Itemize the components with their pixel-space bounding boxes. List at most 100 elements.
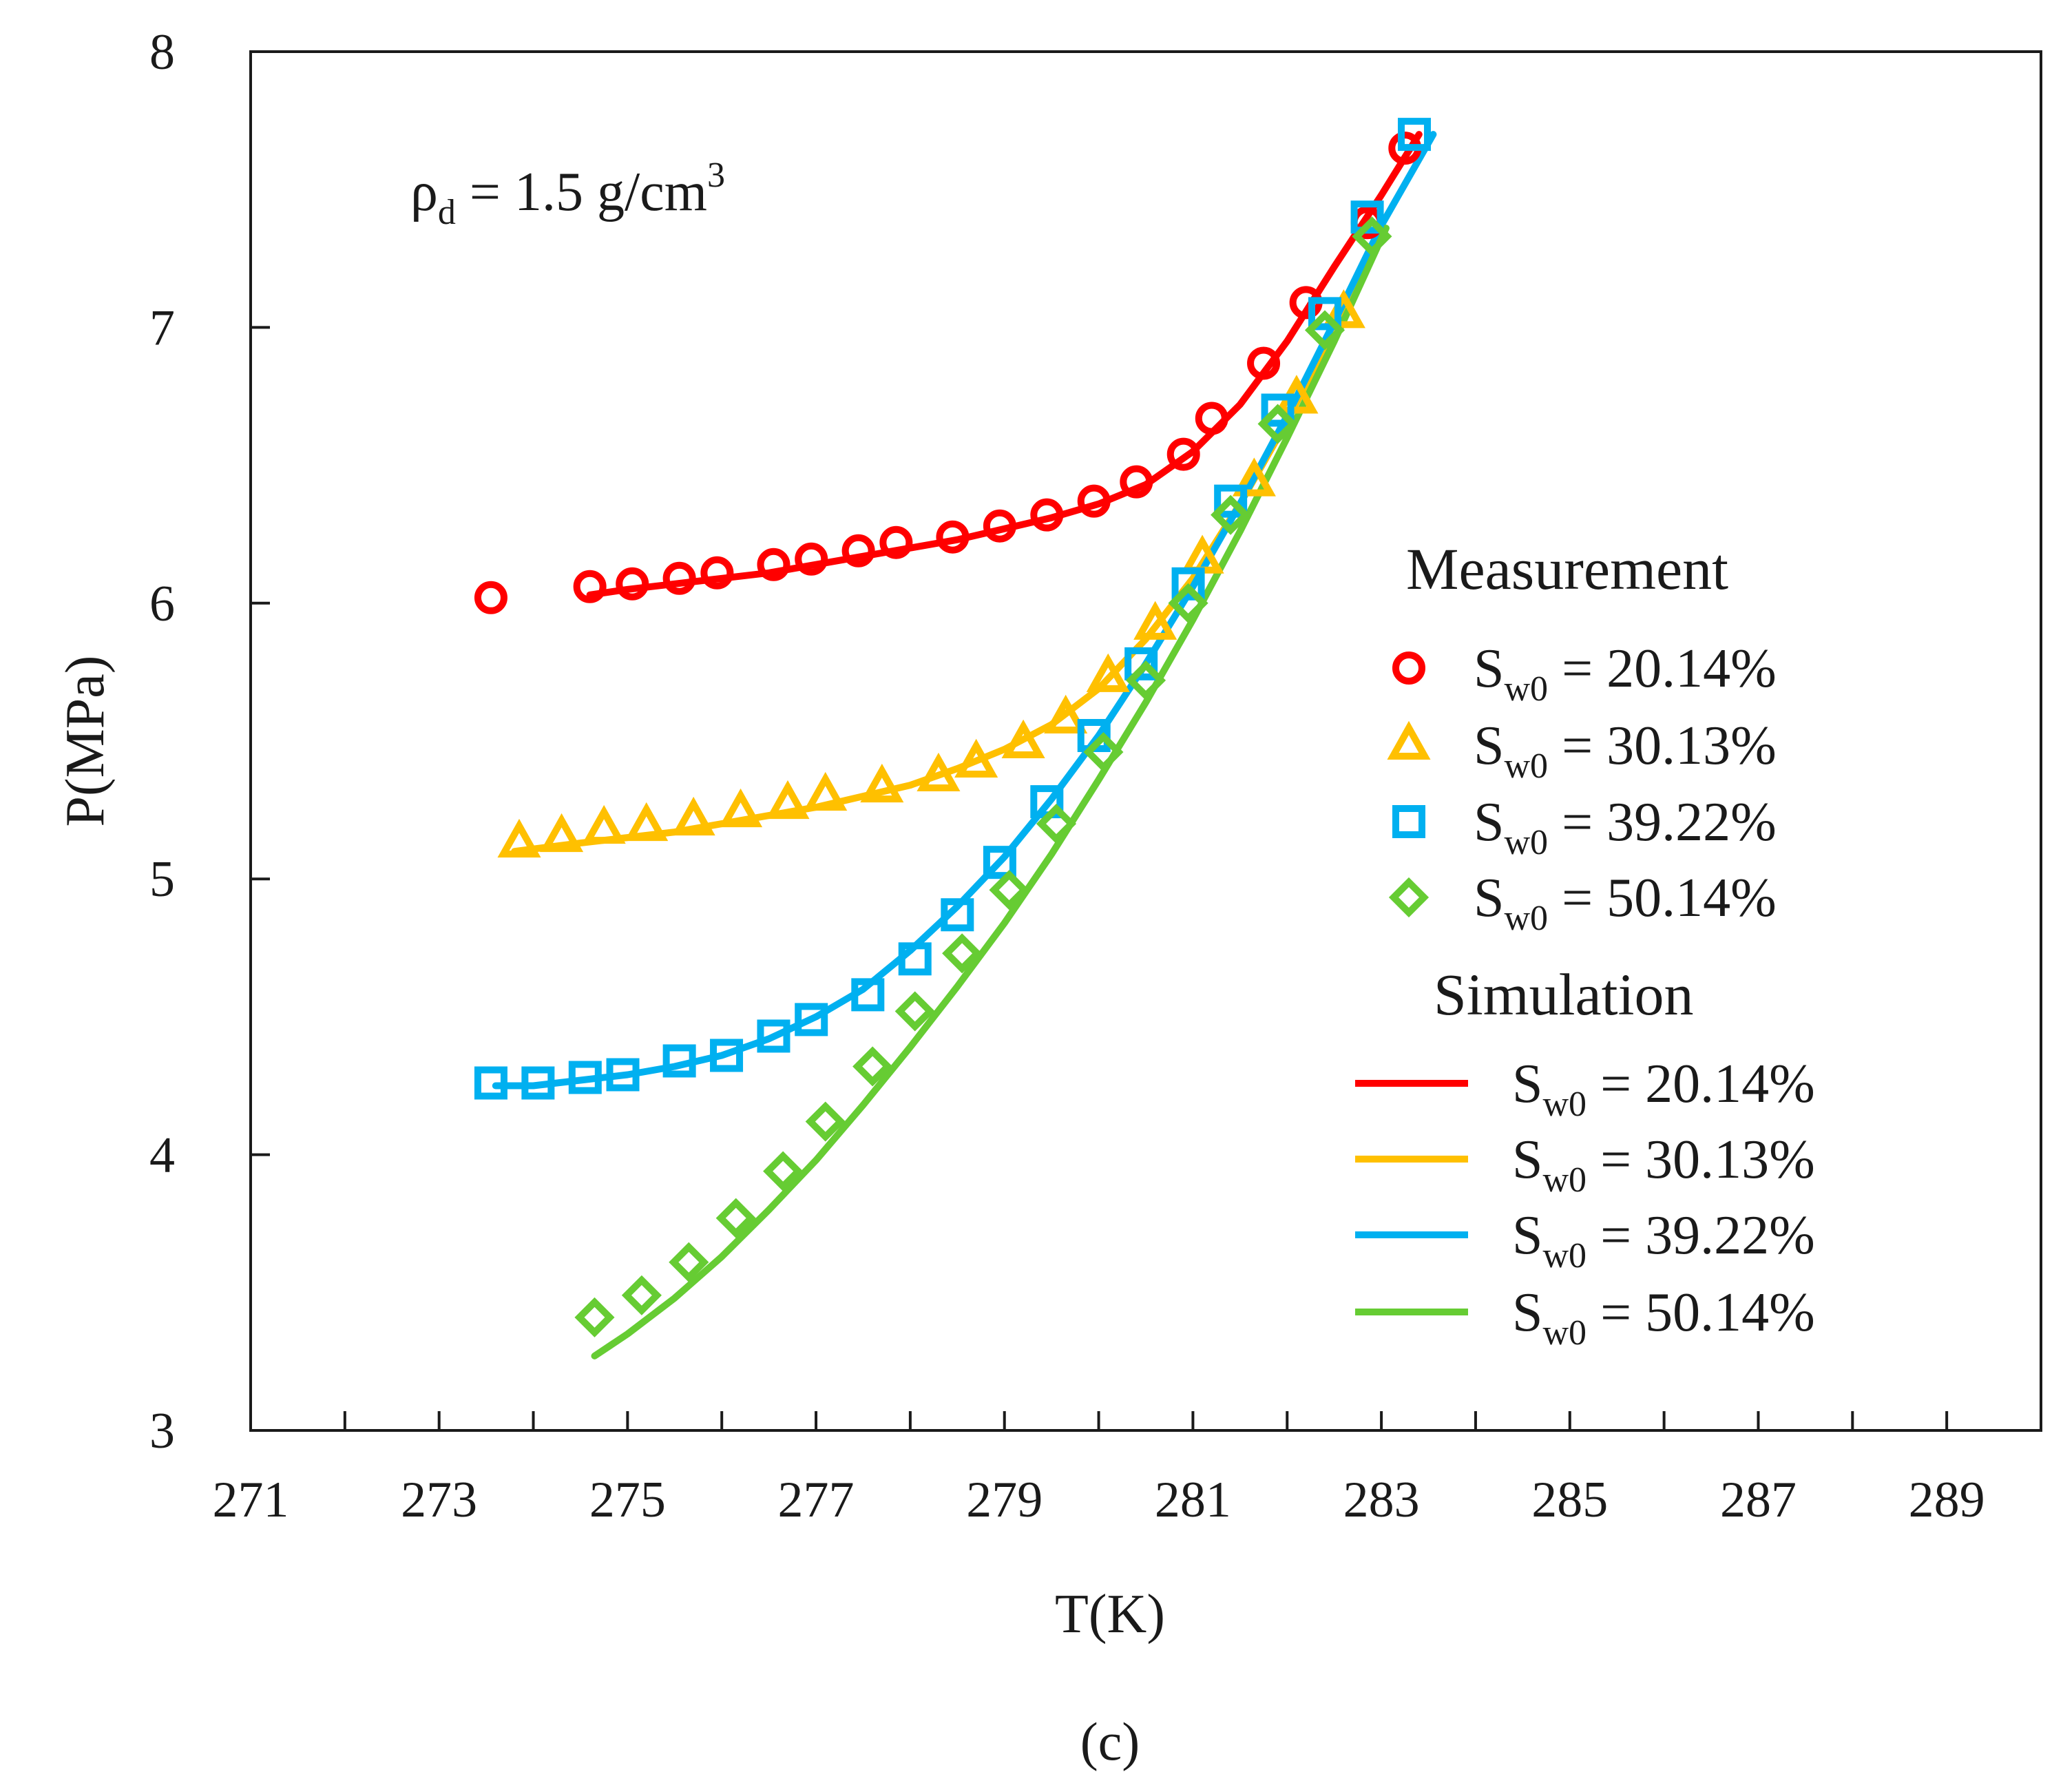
measurement-point-s1-11 bbox=[983, 509, 1016, 543]
measurement-point-s1-7 bbox=[795, 542, 828, 576]
measurement-point-s4-12 bbox=[1083, 731, 1124, 773]
x-tick-label: 279 bbox=[966, 1472, 1043, 1528]
measurement-point-s3-9 bbox=[851, 978, 885, 1012]
y-tick-label: 8 bbox=[149, 24, 175, 81]
density-value: = 1.5 g/cm bbox=[456, 162, 707, 222]
legend-simulation-entry-4: Sw0 = 50.14% bbox=[1512, 1282, 1815, 1353]
measurement-point-s4-4 bbox=[715, 1198, 756, 1238]
measurement-point-s1-9 bbox=[879, 525, 913, 559]
measurement-point-s3-8 bbox=[795, 1003, 828, 1036]
measurement-point-s3-7 bbox=[757, 1019, 790, 1053]
measurement-point-s2-10 bbox=[917, 752, 961, 792]
measurement-point-s3-2 bbox=[521, 1066, 555, 1100]
y-tick-label: 3 bbox=[149, 1403, 175, 1459]
panel-label: (c) bbox=[1080, 1711, 1140, 1771]
measurement-point-s3-21 bbox=[1398, 118, 1431, 152]
x-tick-label: 289 bbox=[1909, 1472, 1985, 1528]
measurement-point-s1-1 bbox=[474, 581, 507, 614]
measurement-point-s4-10 bbox=[989, 870, 1029, 910]
measurement-point-s2-2 bbox=[540, 813, 584, 853]
measurement-point-s3-19 bbox=[1308, 297, 1341, 331]
legend: Measurement Simulation Sw0 = 20.14% Sw0 … bbox=[1355, 536, 1815, 1353]
x-tick-label: 281 bbox=[1155, 1472, 1231, 1528]
measurement-point-s4-16 bbox=[1257, 404, 1298, 444]
y-tick-label: 4 bbox=[149, 1127, 175, 1184]
legend-marker-2 bbox=[1387, 720, 1431, 760]
measurement-point-s4-15 bbox=[1211, 494, 1251, 535]
simulation-line-1 bbox=[586, 131, 1423, 598]
measurement-point-s3-12 bbox=[983, 846, 1016, 879]
measurement-point-s2-14 bbox=[1086, 653, 1130, 692]
measurement-point-s2-11 bbox=[954, 738, 998, 778]
measurement-point-s1-16 bbox=[1195, 402, 1228, 435]
measurement-point-s1-12 bbox=[1030, 498, 1064, 532]
measurement-point-s2-3 bbox=[582, 804, 626, 844]
y-tick-label: 5 bbox=[149, 851, 175, 908]
measurement-point-s1-4 bbox=[662, 561, 696, 595]
x-axis-ticks: 271 273 275 277 279 281 283 285 287 289 bbox=[213, 1411, 1985, 1528]
legend-measurement-entry-2: Sw0 = 30.13% bbox=[1474, 716, 1777, 786]
y-axis-label: P(MPa) bbox=[55, 656, 116, 827]
measurement-point-s1-5 bbox=[700, 556, 734, 590]
measurement-point-s4-13 bbox=[1125, 660, 1166, 700]
legend-line-swatches bbox=[1355, 1080, 1468, 1315]
measurement-point-s2-9 bbox=[860, 763, 904, 803]
y-tick-label: 6 bbox=[149, 576, 175, 632]
measurement-point-s3-3 bbox=[568, 1061, 602, 1094]
legend-measurement-title: Measurement bbox=[1406, 536, 1728, 602]
measurement-point-s2-1 bbox=[497, 818, 541, 858]
measurement-point-s3-5 bbox=[662, 1044, 696, 1078]
measurement-point-s4-7 bbox=[852, 1046, 893, 1087]
legend-marker-1 bbox=[1392, 652, 1425, 685]
legend-simulation-entry-2: Sw0 = 30.13% bbox=[1512, 1129, 1815, 1200]
legend-simulation-entry-1: Sw0 = 20.14% bbox=[1512, 1054, 1815, 1124]
measurement-point-s3-1 bbox=[474, 1066, 507, 1100]
measurement-point-s1-10 bbox=[936, 520, 970, 554]
legend-markers bbox=[1387, 652, 1431, 918]
plot-area-frame bbox=[249, 50, 2042, 1432]
measurement-point-s2-15 bbox=[1133, 601, 1177, 640]
x-tick-label: 277 bbox=[778, 1472, 855, 1528]
measurement-point-s3-10 bbox=[898, 942, 932, 976]
x-tick-label: 273 bbox=[401, 1472, 477, 1528]
simulation-lines bbox=[492, 131, 1437, 1359]
x-tick-label: 285 bbox=[1531, 1472, 1608, 1528]
measurement-point-s4-5 bbox=[763, 1151, 804, 1191]
x-axis-label: T(K) bbox=[1055, 1584, 1165, 1645]
measurement-point-s2-17 bbox=[1232, 457, 1276, 497]
legend-simulation-title: Simulation bbox=[1434, 961, 1693, 1028]
measurement-point-s2-7 bbox=[766, 780, 810, 820]
measurement-point-s4-18 bbox=[1352, 216, 1392, 257]
measurement-point-s1-8 bbox=[841, 534, 875, 567]
y-axis-ticks: 3 4 5 6 7 8 bbox=[149, 24, 270, 1459]
measurement-point-s4-9 bbox=[942, 933, 983, 974]
measurement-point-s1-2 bbox=[573, 570, 607, 603]
density-annotation: ρd = 1.5 g/cm3 bbox=[410, 156, 725, 232]
legend-marker-3 bbox=[1392, 805, 1425, 838]
measurement-point-s1-13 bbox=[1077, 484, 1111, 518]
measurement-point-s2-13 bbox=[1044, 694, 1088, 733]
measurement-point-s4-8 bbox=[894, 991, 935, 1032]
measurement-point-s4-3 bbox=[669, 1242, 709, 1282]
measurement-point-s3-17 bbox=[1214, 484, 1248, 518]
measurement-point-s3-16 bbox=[1171, 567, 1205, 601]
y-tick-label: 7 bbox=[149, 300, 175, 356]
measurement-point-s2-6 bbox=[719, 788, 763, 828]
x-tick-label: 283 bbox=[1343, 1472, 1420, 1528]
measurement-point-s4-11 bbox=[1036, 804, 1077, 844]
x-tick-label: 275 bbox=[589, 1472, 666, 1528]
measurement-point-s1-14 bbox=[1120, 465, 1153, 499]
measurement-point-s2-5 bbox=[671, 796, 715, 836]
measurement-point-s2-8 bbox=[804, 771, 848, 811]
density-unit-exponent: 3 bbox=[707, 156, 725, 195]
measurement-point-s3-15 bbox=[1124, 647, 1158, 680]
measurement-point-s1-17 bbox=[1247, 346, 1281, 380]
measurement-point-s2-12 bbox=[1001, 719, 1045, 759]
legend-measurement-entry-3: Sw0 = 39.22% bbox=[1474, 792, 1777, 862]
measurement-point-s3-6 bbox=[710, 1039, 744, 1072]
measurement-point-s4-17 bbox=[1304, 310, 1345, 351]
legend-measurement-entry-4: Sw0 = 50.14% bbox=[1474, 868, 1777, 938]
x-tick-label: 287 bbox=[1720, 1472, 1797, 1528]
measurement-point-s1-3 bbox=[616, 567, 649, 601]
